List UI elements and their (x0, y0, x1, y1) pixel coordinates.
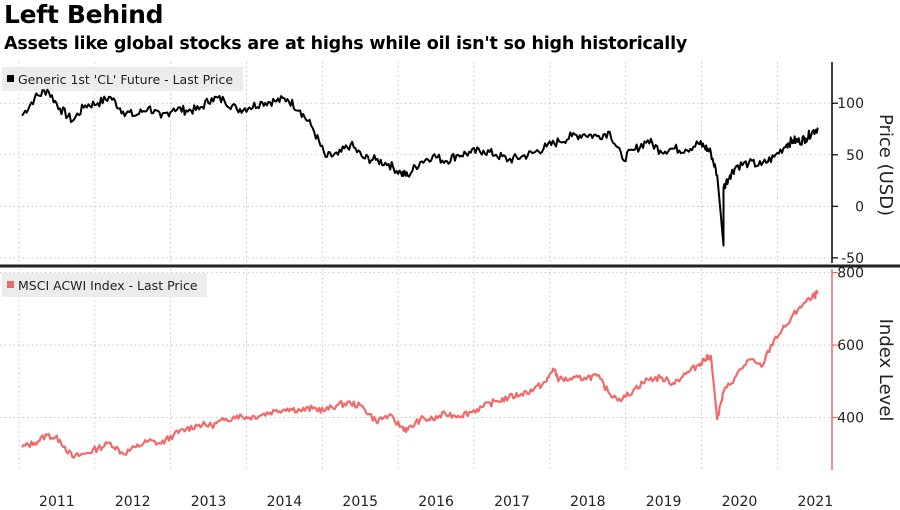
x-tick-label-2011: 2011 (39, 494, 75, 510)
oil-series-line (21, 88, 819, 247)
oil-y-axis-title: Price (USD) (875, 114, 896, 216)
x-tick-label-2014: 2014 (267, 494, 303, 510)
legend-acwi-box (2, 273, 207, 297)
grid-layer (0, 62, 832, 470)
x-tick-label-2019: 2019 (646, 494, 682, 510)
legend-acwi: MSCI ACWI Index - Last Price (2, 273, 207, 297)
acwi-y-axis-title: Index Level (875, 319, 896, 422)
acwi-ytick-label-600: 600 (837, 338, 864, 354)
chart-subtitle: Assets like global stocks are at highs w… (4, 34, 688, 54)
oil-ytick-label-100: 100 (837, 96, 864, 112)
x-tick-label-2018: 2018 (570, 494, 606, 510)
axis-layer: 2011 2012 2013 2014 2015 2016 2017 2018 2019 2020… (39, 96, 864, 510)
x-tick-label-2012: 2012 (115, 494, 151, 510)
legend-oil: Generic 1st 'CL' Future - Last Price (2, 67, 243, 91)
oil-ytick-label--50: -50 (841, 251, 864, 267)
x-tick-label-2015: 2015 (342, 494, 378, 510)
x-tick-label-2017: 2017 (494, 494, 530, 510)
legend-acwi-swatch (7, 281, 14, 288)
chart-title: Left Behind (4, 0, 164, 29)
legend-acwi-label: MSCI ACWI Index - Last Price (18, 278, 198, 293)
legend-oil-swatch (7, 75, 14, 82)
legend-oil-box (2, 67, 243, 91)
x-tick-label-2020: 2020 (722, 494, 758, 510)
oil-ytick-label-0: 0 (855, 199, 864, 215)
acwi-ytick-label-800: 800 (837, 266, 864, 282)
oil-ytick-label-50: 50 (846, 148, 864, 164)
x-tick-label-2021: 2021 (797, 494, 833, 510)
acwi-series-line (21, 289, 819, 459)
legend-oil-label: Generic 1st 'CL' Future - Last Price (18, 72, 233, 87)
acwi-ytick-label-400: 400 (837, 410, 864, 426)
x-tick-label-2013: 2013 (191, 494, 227, 510)
series-layer (21, 88, 819, 459)
x-tick-label-2016: 2016 (418, 494, 454, 510)
